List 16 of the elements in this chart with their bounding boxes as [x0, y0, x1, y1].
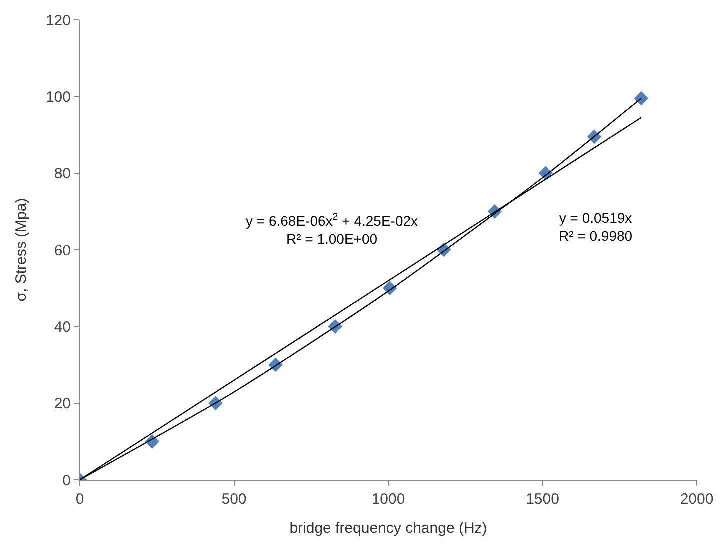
x-axis-title: bridge frequency change (Hz) — [290, 520, 488, 537]
x-tick-label: 2000 — [680, 491, 714, 508]
x-tick-label: 0 — [76, 491, 84, 508]
y-axis-title: σ, Stress (Mpa) — [13, 198, 30, 302]
y-tick-label: 100 — [46, 88, 71, 106]
x-tick-label: 1500 — [526, 491, 560, 508]
x-tick-label: 500 — [222, 491, 247, 508]
x-tick-label: 1000 — [372, 491, 406, 508]
y-tick-label: 40 — [54, 318, 71, 336]
annotation: y = 6.68E-06x$^{2}$ + 4.25E-02x R² = 1.00E+00 — [246, 212, 418, 248]
y-tick-label: 20 — [54, 396, 71, 413]
y-tick-label: 60 — [54, 242, 71, 260]
y-tick-label: 120 — [46, 12, 71, 30]
annotation: y = 0.0519x R² = 0.9980 — [559, 210, 633, 244]
y-tick-label: 80 — [54, 166, 71, 183]
y-tick-label: 0 — [62, 472, 71, 490]
